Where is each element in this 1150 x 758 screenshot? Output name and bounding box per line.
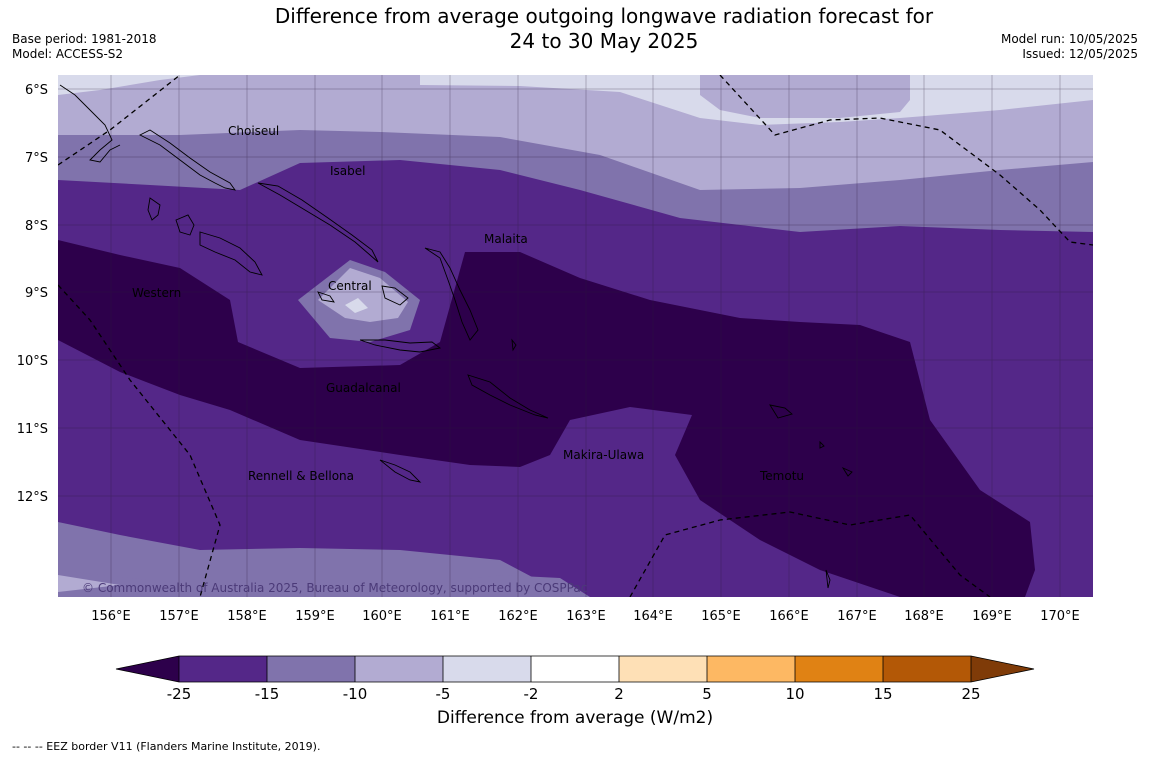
colorbar-segment [179, 656, 267, 682]
colorbar-segment [267, 656, 355, 682]
lon-label: 161°E [430, 609, 470, 624]
lon-label: 156°E [91, 609, 131, 624]
colorbar-tick: -25 [167, 685, 192, 700]
title-line-1: Difference from average outgoing longwav… [274, 4, 934, 28]
colorbar-tick: 5 [702, 685, 712, 700]
lon-label: 167°E [837, 609, 877, 624]
lon-label: 169°E [972, 609, 1012, 624]
lat-label: 12°S [17, 490, 48, 505]
colorbar-tick: -15 [255, 685, 280, 700]
colorbar: -25 -15 -10 -5 -2 2 5 10 15 25 [115, 655, 1035, 700]
colorbar-tick: 25 [961, 685, 980, 700]
central-patch-pale [345, 298, 368, 313]
band-pale-lavender [58, 75, 1093, 125]
central-patch-light [318, 268, 408, 322]
label-makira-ulawa: Makira-Ulawa [563, 448, 644, 462]
colorbar-segment [443, 656, 531, 682]
colorbar-segment [707, 656, 795, 682]
lat-label: 10°S [17, 354, 48, 369]
coastlines [59, 84, 853, 589]
meta-left: Base period: 1981-2018 Model: ACCESS-S2 [12, 32, 157, 62]
colorbar-title: Difference from average (W/m2) [436, 708, 714, 728]
band-bottom-mid [58, 570, 590, 597]
colorbar-tick: -5 [436, 685, 451, 700]
lat-label: 7°S [25, 151, 48, 166]
band-bottom-light [58, 575, 120, 592]
label-central: Central [328, 279, 372, 293]
lon-label: 166°E [769, 609, 809, 624]
latitude-labels: 6°S 7°S 8°S 9°S 10°S 11°S 12°S [17, 83, 48, 505]
eez-footnote: -- -- -- EEZ border V11 (Flanders Marine… [12, 740, 321, 753]
lon-label: 170°E [1040, 609, 1080, 624]
lat-label: 6°S [25, 83, 48, 98]
colorbar-extend-high [971, 656, 1034, 682]
colorbar-segment [795, 656, 883, 682]
lon-label: 162°E [498, 609, 538, 624]
colorbar-outline [115, 655, 1035, 683]
map-figure: Choiseul Isabel Malaita Central Western … [17, 75, 1093, 700]
label-choiseul: Choiseul [228, 124, 279, 138]
colorbar-tick: 15 [873, 685, 892, 700]
label-western: Western [132, 286, 181, 300]
label-isabel: Isabel [330, 164, 365, 178]
issued-date: Issued: 12/05/2025 [1022, 47, 1138, 61]
lon-label: 168°E [904, 609, 944, 624]
model-name: Model: ACCESS-S2 [12, 47, 124, 61]
label-malaita: Malaita [484, 232, 528, 246]
lon-label: 165°E [701, 609, 741, 624]
map-panel: Choiseul Isabel Malaita Central Western … [58, 75, 1093, 597]
colorbar-tick: -2 [524, 685, 539, 700]
lon-label: 159°E [295, 609, 335, 624]
colorbar-tick: -10 [343, 685, 368, 700]
longitude-labels: 156°E 157°E 158°E 159°E 160°E 161°E 162°… [91, 609, 1080, 624]
lon-label: 157°E [159, 609, 199, 624]
colorbar-segment [883, 656, 971, 682]
copyright-notice: © Commonwealth of Australia 2025, Bureau… [82, 581, 587, 595]
colorbar-extend-low [116, 656, 179, 682]
meta-right: Model run: 10/05/2025 Issued: 12/05/2025 [1001, 32, 1138, 62]
lon-label: 158°E [227, 609, 267, 624]
colorbar-segment [355, 656, 443, 682]
lat-label: 9°S [25, 286, 48, 301]
model-run: Model run: 10/05/2025 [1000, 32, 1138, 46]
colorbar-segment [531, 656, 619, 682]
eez-border [58, 75, 1093, 597]
lon-label: 160°E [362, 609, 402, 624]
lon-label: 164°E [633, 609, 673, 624]
label-temotu: Temotu [759, 469, 804, 483]
colorbar-segment [619, 656, 707, 682]
title-line-2: 24 to 30 May 2025 [509, 29, 699, 53]
band-darkest [58, 240, 1035, 597]
graticule [58, 75, 1093, 597]
colorbar-tick: 2 [614, 685, 624, 700]
label-guadalcanal: Guadalcanal [326, 381, 401, 395]
lat-label: 11°S [17, 422, 48, 437]
label-rennell-bellona: Rennell & Bellona [248, 469, 354, 483]
lon-label: 163°E [566, 609, 606, 624]
base-period: Base period: 1981-2018 [12, 32, 157, 46]
lat-label: 8°S [25, 219, 48, 234]
colorbar-tick: 10 [785, 685, 804, 700]
map-title: Difference from average outgoing longwav… [200, 4, 1008, 54]
